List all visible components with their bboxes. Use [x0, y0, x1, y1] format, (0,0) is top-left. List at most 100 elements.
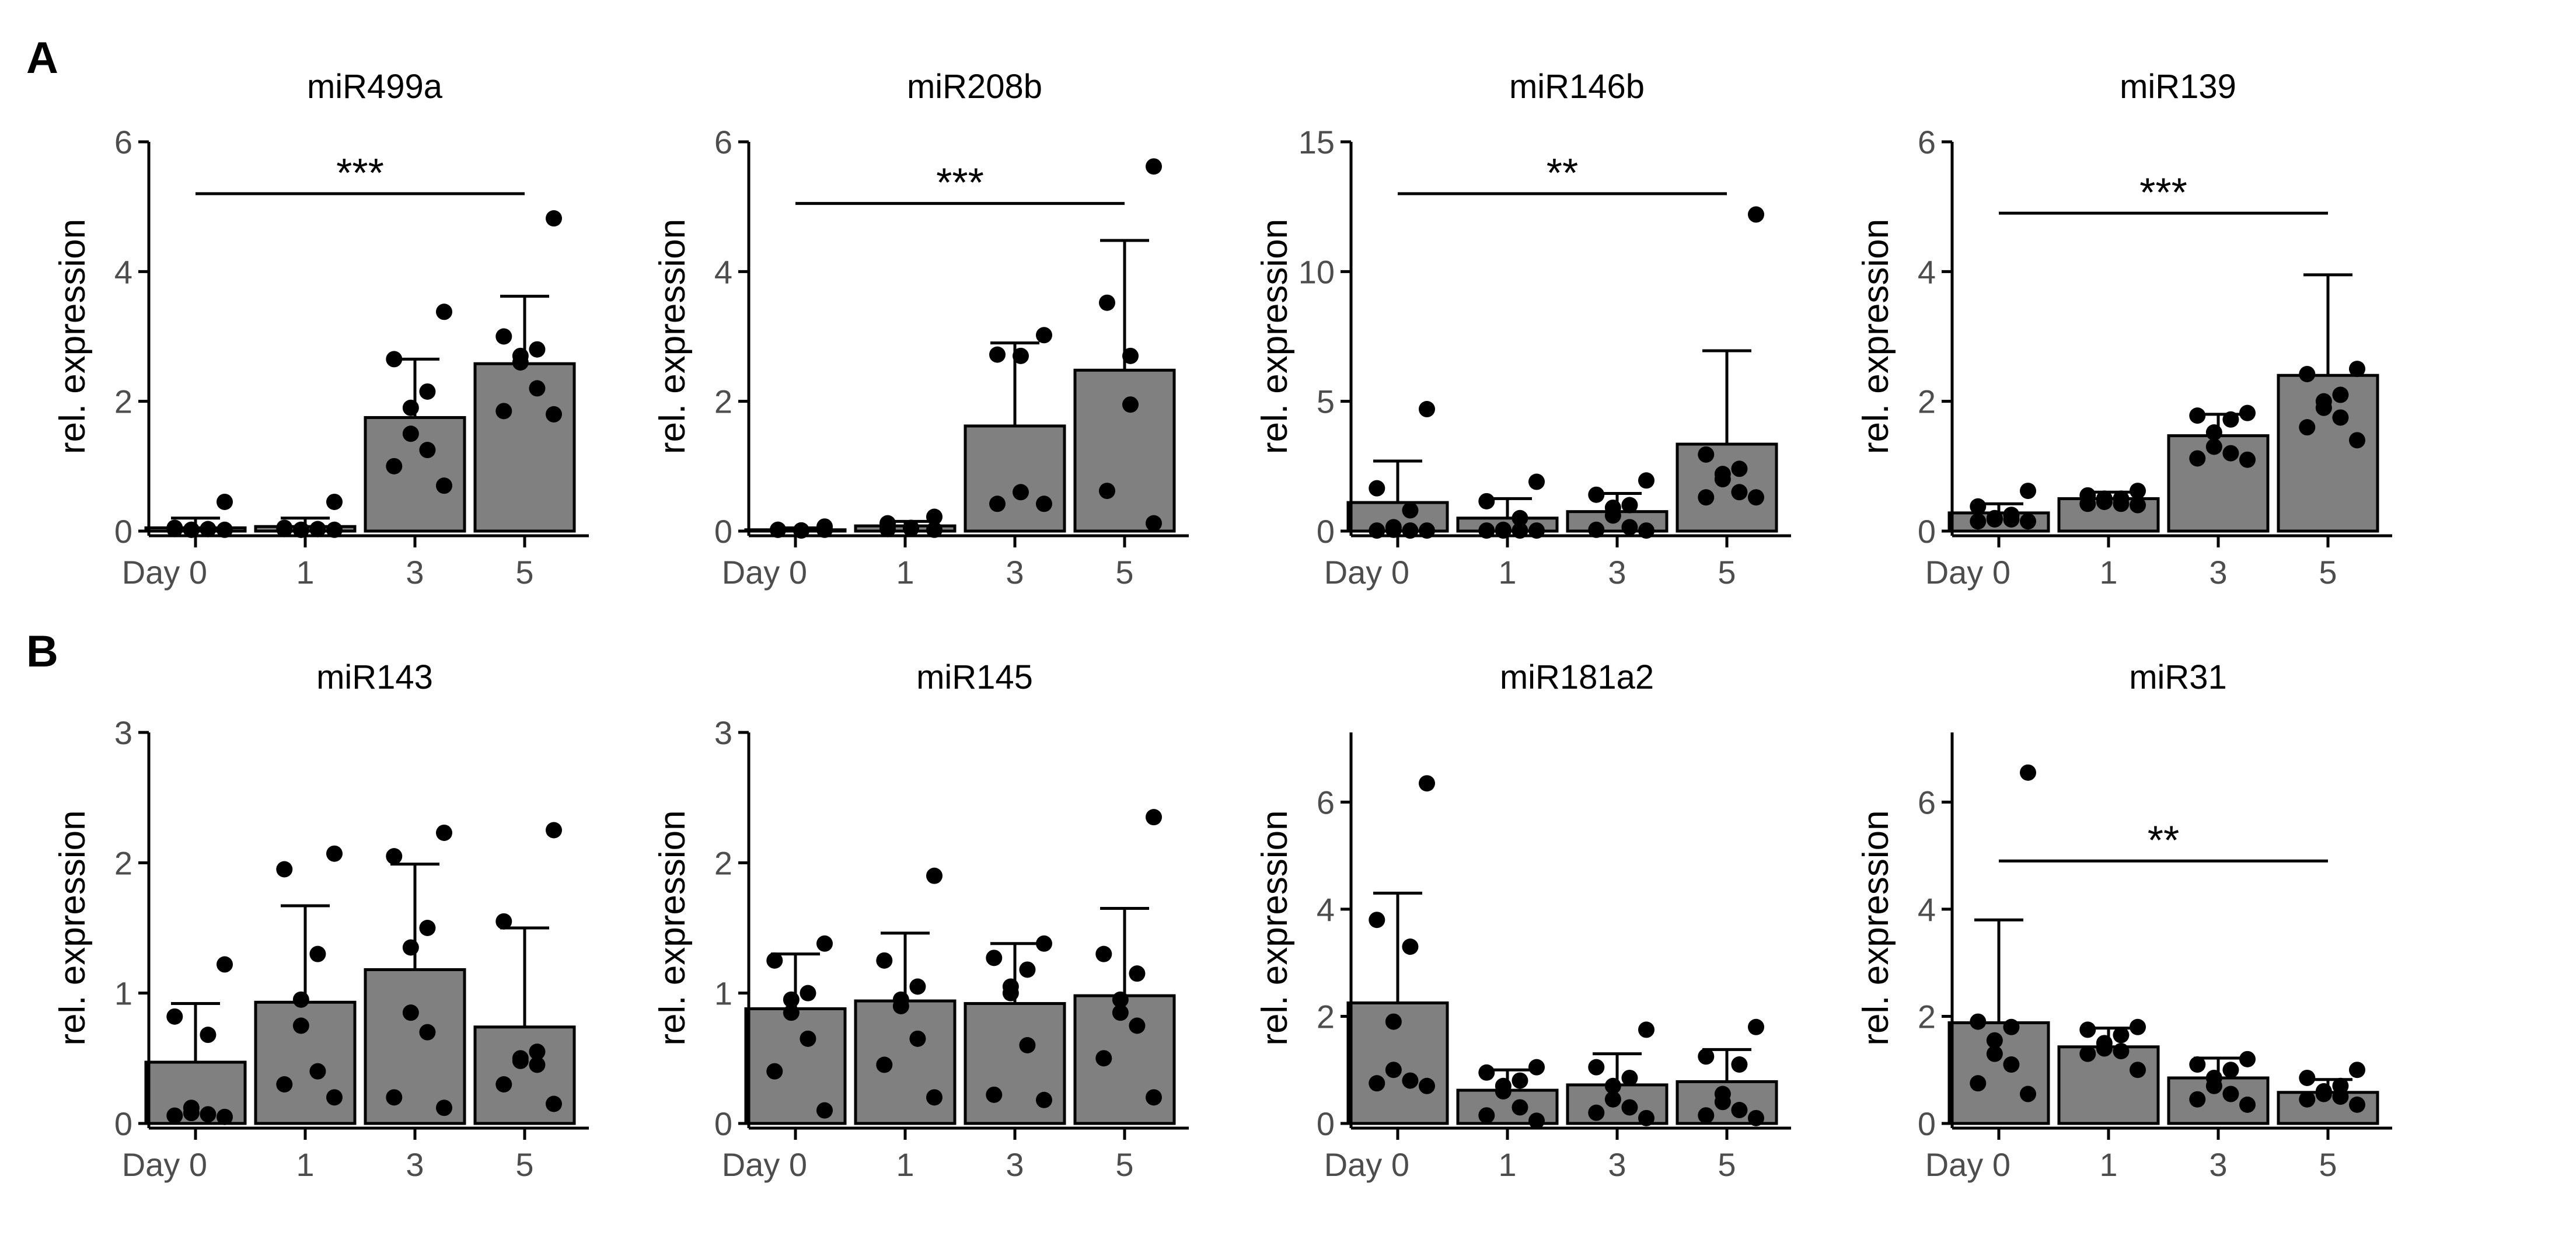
chart-title: miR139: [2120, 68, 2236, 106]
data-point: [2096, 493, 2113, 510]
data-point: [495, 328, 512, 345]
data-point: [217, 1108, 233, 1125]
y-axis-label: rel. expression: [1255, 810, 1295, 1045]
data-point: [800, 985, 816, 1001]
chart-1: miR499a rel. expression Day 0 1 3 5 0 2 4 6 ***: [53, 68, 589, 591]
data-point: [200, 1106, 217, 1123]
y-tick-label: 0: [114, 513, 132, 550]
data-point: [529, 1056, 546, 1073]
data-point: [419, 383, 436, 400]
data-point: [546, 822, 562, 839]
y-tick-label: 0: [1317, 1105, 1335, 1142]
data-point: [1621, 497, 1638, 514]
data-point: [1970, 513, 1987, 530]
chart-title: miR208b: [907, 68, 1042, 106]
x-tick-label: 5: [1718, 554, 1736, 591]
x-tick-label: Day 0: [122, 554, 207, 591]
y-tick-label: 2: [1918, 383, 1936, 420]
data-point: [1036, 935, 1052, 952]
data-point: [1512, 1072, 1528, 1089]
data-point: [783, 991, 800, 1008]
data-point: [1714, 1094, 1731, 1111]
data-point: [989, 346, 1006, 363]
data-point: [292, 991, 309, 1008]
data-point: [1621, 1099, 1638, 1116]
data-point: [2130, 1018, 2146, 1035]
data-point: [326, 845, 343, 862]
chart-title: miR181a2: [1500, 658, 1654, 696]
data-point: [326, 521, 343, 538]
data-point: [2189, 1056, 2206, 1073]
data-point: [1970, 498, 1987, 515]
data-point: [816, 521, 833, 538]
data-point: [1714, 471, 1731, 488]
data-point: [402, 425, 419, 442]
y-axis-label: rel. expression: [1856, 810, 1896, 1045]
panel-label-b: B: [26, 627, 58, 676]
data-point: [1528, 1059, 1545, 1076]
y-tick-label: 0: [114, 1105, 132, 1142]
data-point: [1588, 486, 1605, 503]
data-point: [436, 477, 452, 494]
bar: [964, 424, 1066, 533]
data-point: [2239, 404, 2256, 421]
x-tick-label: 5: [2319, 554, 2337, 591]
data-point: [2349, 1062, 2365, 1079]
data-point: [2113, 495, 2130, 512]
x-tick-label: 3: [1608, 1146, 1626, 1183]
data-point: [1604, 507, 1621, 524]
x-tick-label: 3: [406, 554, 424, 591]
data-point: [909, 1030, 926, 1047]
x-tick-label: 1: [1498, 1146, 1516, 1183]
data-point: [200, 521, 217, 538]
bar: [473, 362, 576, 533]
data-point: [2222, 411, 2239, 428]
data-point: [2239, 1050, 2256, 1067]
x-tick-label: Day 0: [722, 1146, 807, 1183]
data-point: [1528, 1112, 1545, 1129]
data-point: [2113, 1027, 2130, 1043]
data-point: [1478, 493, 1495, 509]
y-tick-label: 5: [1317, 383, 1335, 420]
y-tick-label: 4: [1918, 891, 1936, 928]
y-tick-label: 2: [1918, 998, 1936, 1035]
bar: [2057, 1045, 2160, 1125]
data-point: [1495, 1083, 1512, 1100]
y-tick-label: 0: [1918, 513, 1936, 550]
chart-4: miR139 rel. expression Day 0 1 3 5 0 2 4 6 ***: [1856, 68, 2392, 591]
y-tick-label: 6: [1918, 124, 1936, 160]
data-point: [166, 521, 183, 538]
data-point: [1019, 1037, 1036, 1053]
data-point: [1129, 1017, 1146, 1034]
data-point: [1146, 515, 1162, 532]
data-point: [1122, 396, 1139, 413]
data-point: [419, 1024, 436, 1041]
data-point: [276, 861, 293, 878]
data-point: [1986, 511, 2003, 528]
chart-8: miR31 rel. expression Day 0 1 3 5 0 2 4 6 **: [1856, 658, 2392, 1183]
data-point: [1146, 158, 1162, 175]
x-tick-label: 1: [896, 554, 914, 591]
data-point: [1748, 206, 1764, 223]
data-point: [1095, 945, 1112, 962]
data-point: [2332, 409, 2349, 426]
bar: [1073, 368, 1176, 533]
significance-label: ***: [336, 150, 384, 196]
data-point: [1970, 1075, 1987, 1092]
y-tick-label: 2: [114, 844, 132, 881]
x-tick-label: Day 0: [1324, 1146, 1409, 1183]
y-tick-label: 0: [1918, 1105, 1936, 1142]
data-point: [386, 1089, 403, 1106]
data-point: [419, 920, 436, 936]
data-point: [1698, 1048, 1715, 1065]
x-tick-label: 3: [2209, 554, 2227, 591]
data-point: [2189, 407, 2206, 424]
data-point: [2020, 764, 2036, 781]
data-point: [1036, 1091, 1052, 1108]
data-point: [1402, 502, 1419, 519]
significance-label: ***: [2139, 169, 2187, 215]
data-point: [2189, 450, 2206, 467]
x-tick-label: Day 0: [1925, 554, 2010, 591]
data-point: [1112, 1004, 1129, 1021]
data-point: [1621, 1069, 1638, 1086]
